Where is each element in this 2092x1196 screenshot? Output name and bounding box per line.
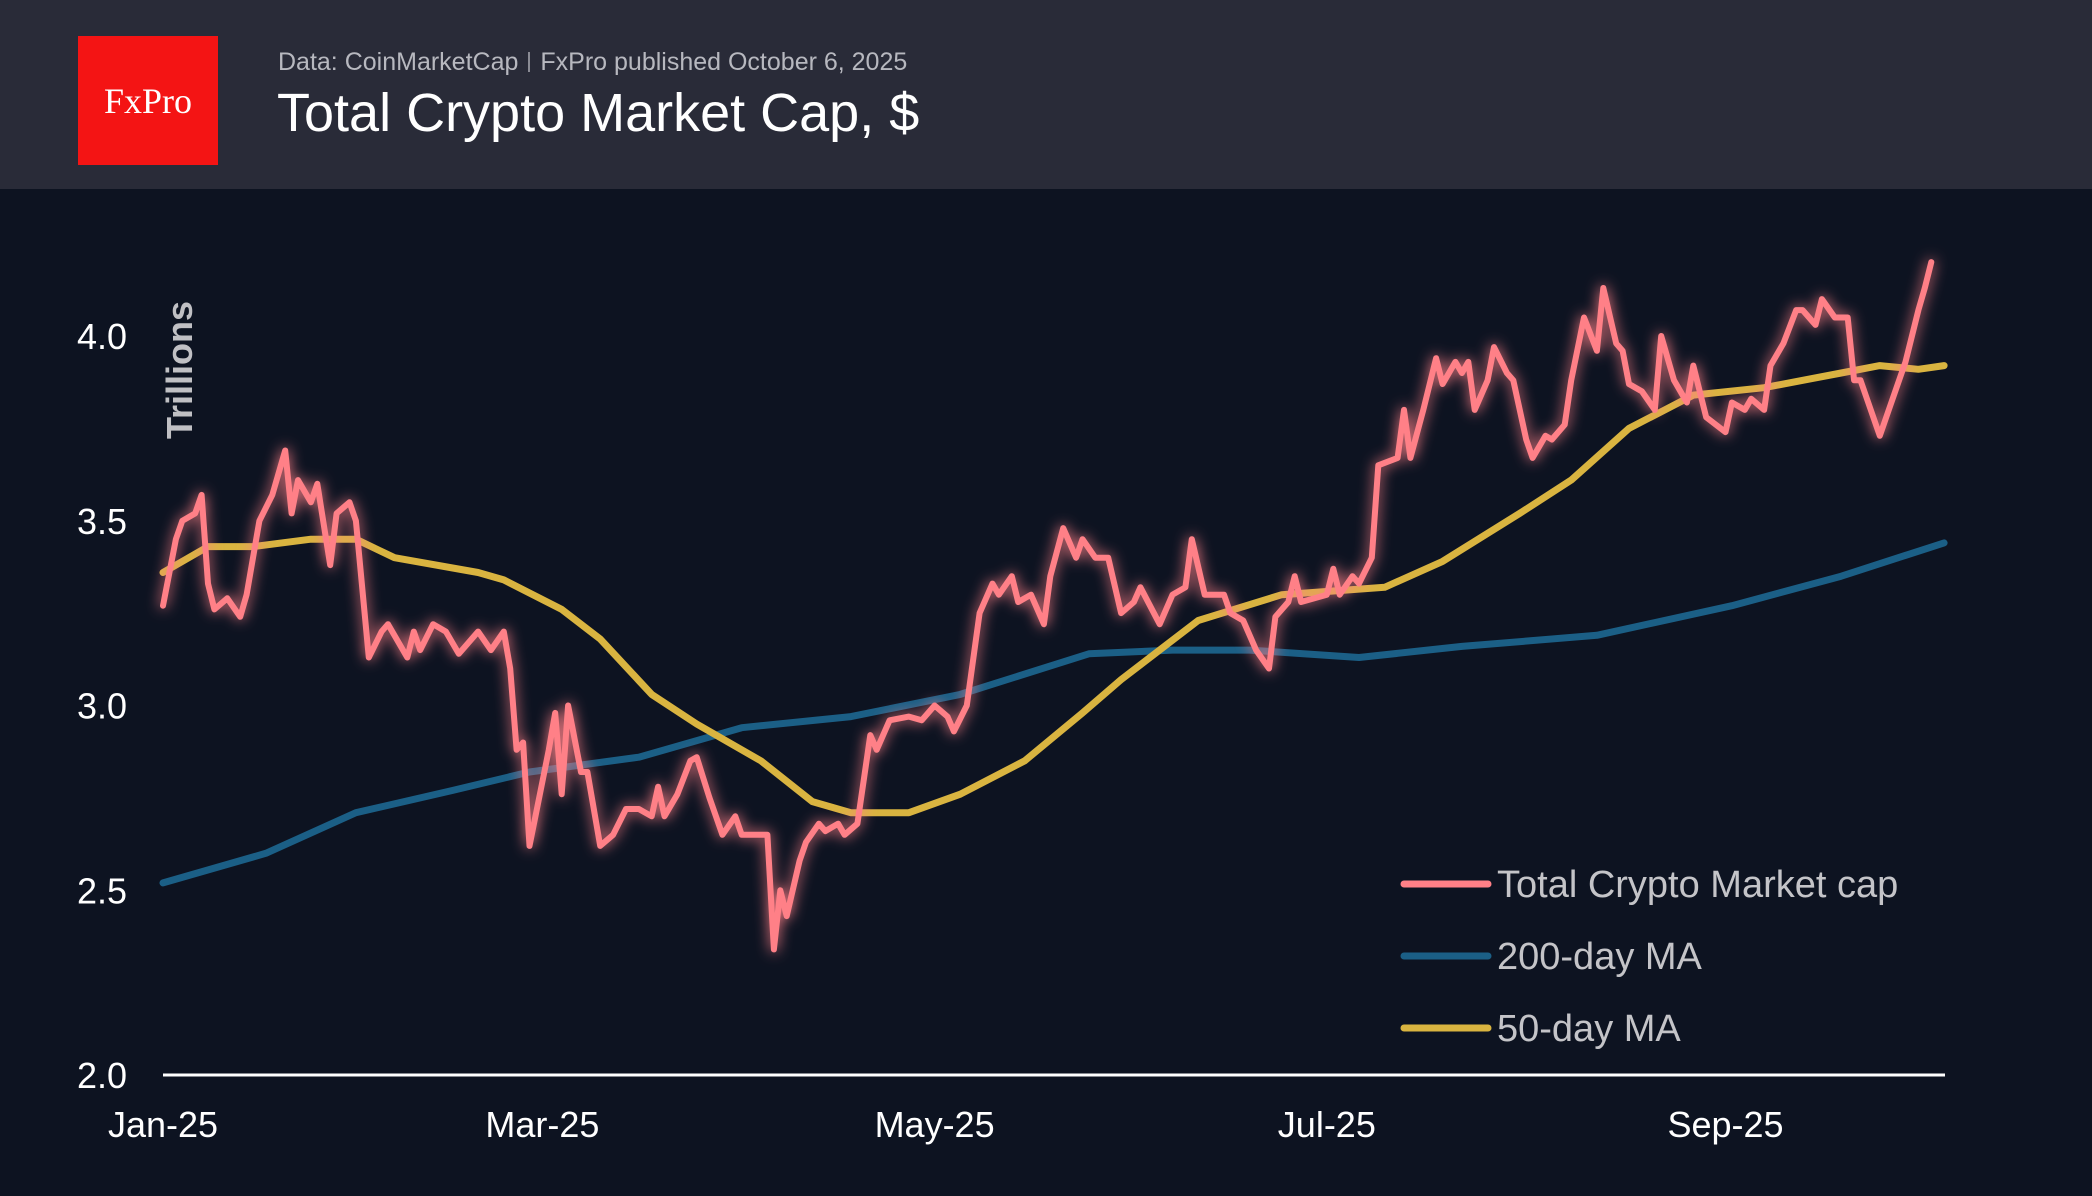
subtitle: Data: CoinMarketCap FxPro published Octob… (278, 48, 907, 77)
x-tick-label: Jan-25 (108, 1104, 218, 1145)
y-tick-label: 3.0 (77, 686, 127, 727)
x-tick-label: May-25 (875, 1104, 995, 1145)
series-line-total-crypto-market-cap (160, 259, 1935, 953)
separator (528, 52, 531, 72)
legend-label: 200-day MA (1497, 936, 1703, 978)
chart-title: Total Crypto Market Cap, $ (277, 83, 920, 143)
y-tick-label: 3.5 (77, 501, 127, 542)
fxpro-logo: FxPro (78, 36, 218, 165)
legend-label: Total Crypto Market cap (1497, 864, 1898, 906)
y-tick-label: 4.0 (77, 316, 127, 357)
data-source: Data: CoinMarketCap (278, 48, 519, 76)
legend: Total Crypto Market cap 200-day MA 50-day … (1400, 864, 1898, 1050)
logo-text: FxPro (103, 80, 193, 121)
x-tick-label: Sep-25 (1667, 1104, 1783, 1145)
x-tick-label: Jul-25 (1278, 1104, 1376, 1145)
legend-label: 50-day MA (1497, 1008, 1681, 1050)
x-tick-label: Mar-25 (485, 1104, 599, 1145)
series-line-50-day-ma (159, 362, 1948, 817)
published-date: FxPro published October 6, 2025 (540, 48, 908, 76)
series-line-200-day-ma (159, 539, 1948, 887)
y-tick-label: 2.0 (77, 1055, 127, 1096)
header: FxPro Data: CoinMarketCap FxPro published… (0, 0, 2092, 189)
y-tick-label: 2.5 (77, 870, 127, 911)
y-axis-label: Trillions (159, 301, 200, 439)
